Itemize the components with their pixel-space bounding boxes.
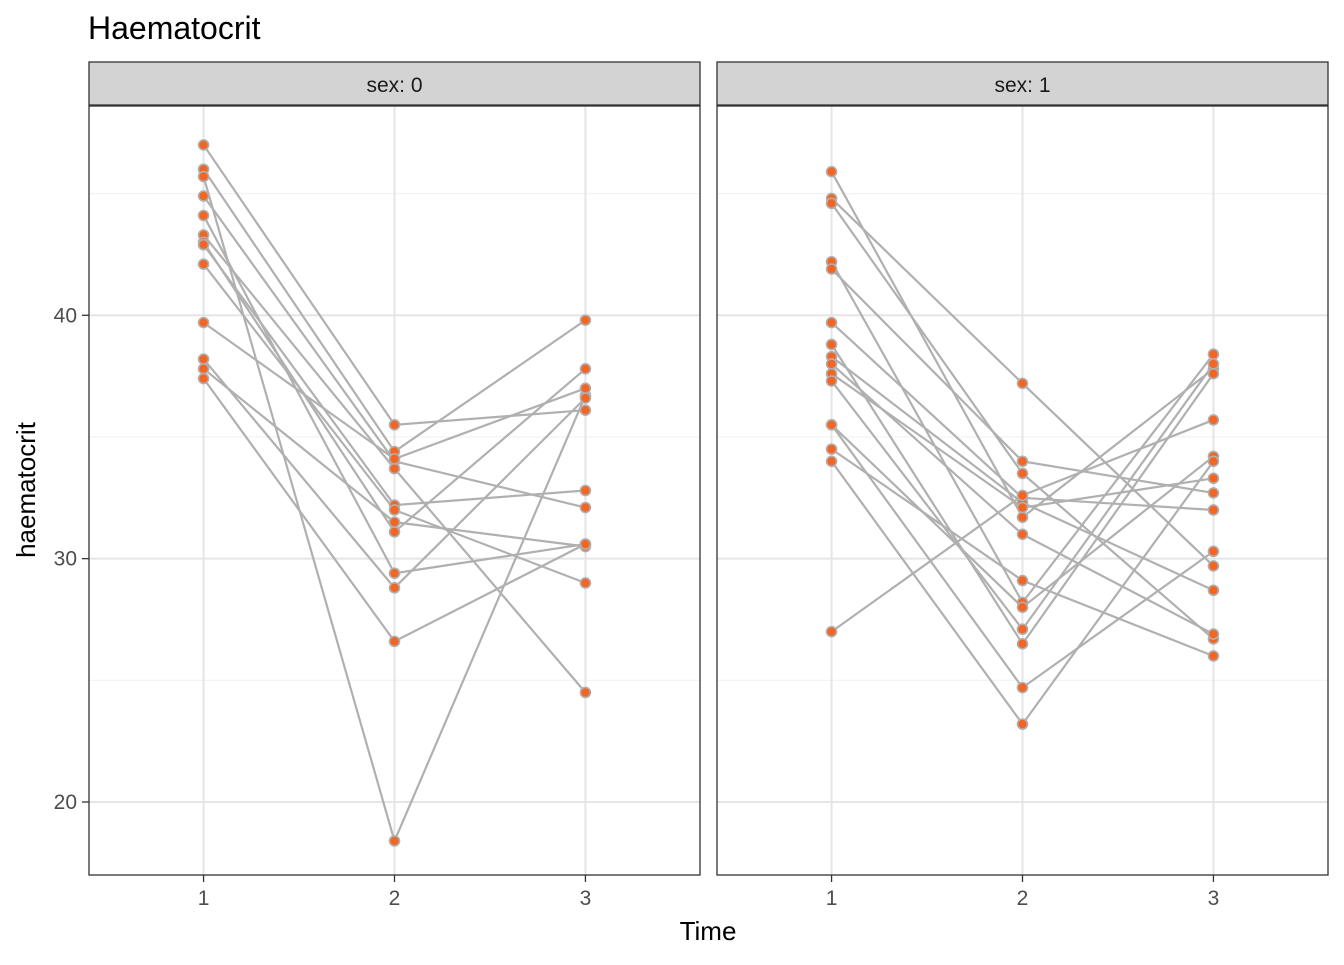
data-point-0-7-0	[197, 238, 210, 251]
data-point-1-1-1	[1016, 377, 1029, 390]
x-tick-label: 3	[1208, 887, 1220, 910]
data-point-0-9-2	[579, 382, 592, 395]
data-point-0-10-1	[388, 582, 401, 594]
data-point-1-0-0	[825, 165, 838, 178]
data-point-1-12-1	[1016, 681, 1029, 694]
data-point-0-11-0	[197, 363, 210, 375]
data-point-1-5-2	[1207, 504, 1220, 516]
x-tick-label: 1	[198, 887, 210, 910]
data-point-1-9-1	[1016, 501, 1029, 514]
data-point-0-8-0	[197, 258, 210, 270]
y-tick-label: 40	[54, 304, 77, 327]
data-point-0-9-0	[197, 316, 210, 329]
y-axis-label: haematocrit	[11, 421, 41, 558]
data-point-1-9-2	[1207, 472, 1220, 485]
data-point-1-15-0	[825, 625, 838, 638]
data-point-0-0-2	[579, 404, 592, 416]
data-point-1-8-0	[825, 358, 838, 370]
data-point-1-15-1	[1016, 489, 1029, 502]
data-point-1-2-0	[825, 197, 838, 210]
data-point-0-6-1	[388, 526, 401, 538]
data-point-1-7-2	[1207, 584, 1220, 597]
data-point-1-13-2	[1207, 650, 1220, 662]
data-point-1-1-2	[1207, 560, 1220, 572]
data-point-0-3-0	[197, 190, 210, 202]
data-point-1-15-2	[1207, 414, 1220, 426]
data-point-1-3-2	[1207, 348, 1220, 361]
data-point-1-8-2	[1207, 628, 1220, 640]
data-point-1-6-0	[825, 338, 838, 351]
data-point-0-8-2	[579, 577, 592, 589]
x-axis-label: Time	[680, 916, 737, 946]
data-point-1-14-0	[825, 455, 838, 468]
chart-title: Haematocrit	[88, 10, 261, 46]
data-point-0-6-2	[579, 363, 592, 375]
data-point-1-14-1	[1016, 718, 1029, 730]
facet-strip-label: sex: 1	[994, 74, 1050, 97]
facet-panels: sex: 0 1 2 3 20 30 40 sex: 1 1 2 3	[54, 61, 1329, 910]
facet-strip	[716, 61, 1329, 106]
data-point-0-1-2	[579, 314, 592, 326]
data-point-0-10-0	[197, 353, 210, 365]
facet-strip	[88, 61, 701, 106]
data-point-0-5-1	[388, 462, 401, 475]
data-point-1-6-1	[1016, 638, 1029, 650]
data-point-1-12-2	[1207, 545, 1220, 558]
facet-panel-1: sex: 1 1 2 3	[716, 61, 1329, 910]
data-point-0-12-2	[579, 538, 592, 550]
data-point-1-5-0	[825, 316, 838, 329]
data-point-1-4-1	[1016, 455, 1029, 468]
x-tick-label: 1	[826, 887, 838, 910]
y-tick-label: 20	[54, 791, 77, 814]
data-point-1-10-1	[1016, 623, 1029, 636]
data-point-1-11-1	[1016, 601, 1029, 614]
data-point-0-0-1	[388, 418, 401, 431]
data-point-0-12-0	[197, 372, 210, 385]
data-point-1-6-2	[1207, 367, 1220, 380]
data-point-1-4-0	[825, 263, 838, 275]
facet-panel-0: sex: 0 1 2 3 20 30 40	[54, 61, 701, 910]
x-tick-label: 2	[389, 887, 401, 910]
data-point-1-14-2	[1207, 455, 1220, 468]
data-point-0-3-2	[579, 501, 592, 514]
data-point-0-5-2	[579, 686, 592, 699]
x-tick-label: 2	[1017, 887, 1029, 910]
data-point-1-0-1	[1016, 511, 1029, 524]
facet-strip-label: sex: 0	[366, 74, 422, 97]
data-point-0-4-1	[388, 567, 401, 580]
data-point-1-10-2	[1207, 358, 1220, 370]
data-point-0-0-0	[197, 139, 210, 151]
data-point-1-13-1	[1016, 574, 1029, 587]
data-point-0-9-1	[388, 453, 401, 465]
data-point-0-12-1	[388, 635, 401, 648]
data-point-1-10-0	[825, 375, 838, 387]
data-point-1-12-0	[825, 418, 838, 431]
data-point-0-10-2	[579, 392, 592, 404]
data-point-0-2-1	[388, 835, 401, 847]
data-point-1-4-2	[1207, 487, 1220, 499]
data-point-0-7-2	[579, 484, 592, 497]
data-point-0-8-1	[388, 504, 401, 516]
y-tick-label: 30	[54, 548, 77, 571]
data-point-1-13-0	[825, 443, 838, 455]
data-point-0-2-0	[197, 170, 210, 183]
data-point-0-4-0	[197, 209, 210, 222]
data-point-1-8-1	[1016, 528, 1029, 541]
data-point-0-11-1	[388, 516, 401, 528]
x-tick-label: 3	[580, 887, 592, 910]
data-point-1-2-1	[1016, 467, 1029, 480]
